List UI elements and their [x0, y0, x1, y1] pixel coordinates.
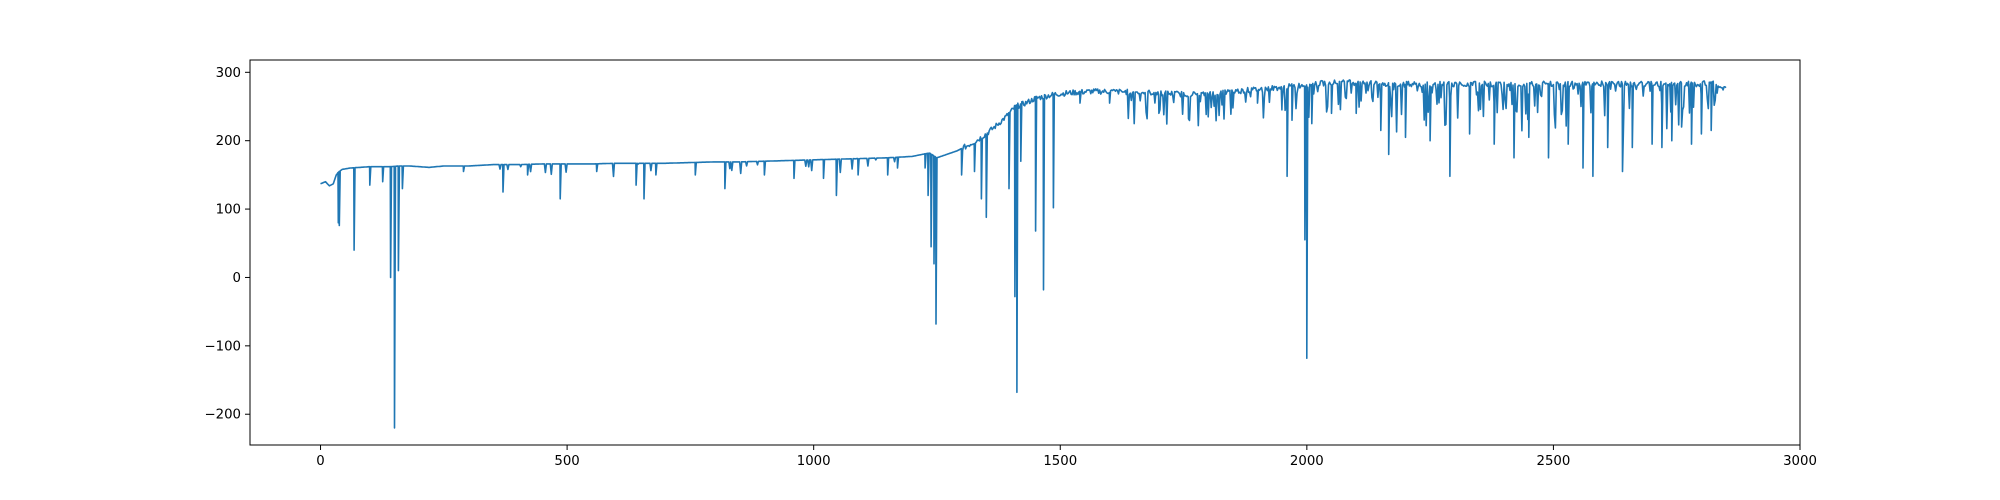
y-tick-label: 0	[233, 271, 241, 286]
series-layer	[320, 79, 1727, 429]
x-tick-label: 1500	[1043, 454, 1077, 469]
y-tick-label: 200	[216, 134, 241, 149]
y-tick-label: 300	[216, 66, 241, 81]
x-tick-label: 0	[316, 454, 324, 469]
y-tick-label: −100	[204, 339, 241, 354]
y-tick-label: 100	[216, 203, 241, 218]
x-tick-label: 2500	[1536, 454, 1570, 469]
series-line	[320, 79, 1727, 429]
x-tick-label: 3000	[1783, 454, 1817, 469]
x-tick-label: 2000	[1290, 454, 1324, 469]
plot-frame	[249, 59, 1801, 446]
x-tick-label: 500	[554, 454, 579, 469]
x-tick-label: 1000	[797, 454, 831, 469]
y-tick-label: −200	[204, 408, 241, 423]
ticks-layer: 0 500 1000 1500 2000 2500 3000 −200 −100 0 100 200 3…	[204, 66, 1816, 469]
